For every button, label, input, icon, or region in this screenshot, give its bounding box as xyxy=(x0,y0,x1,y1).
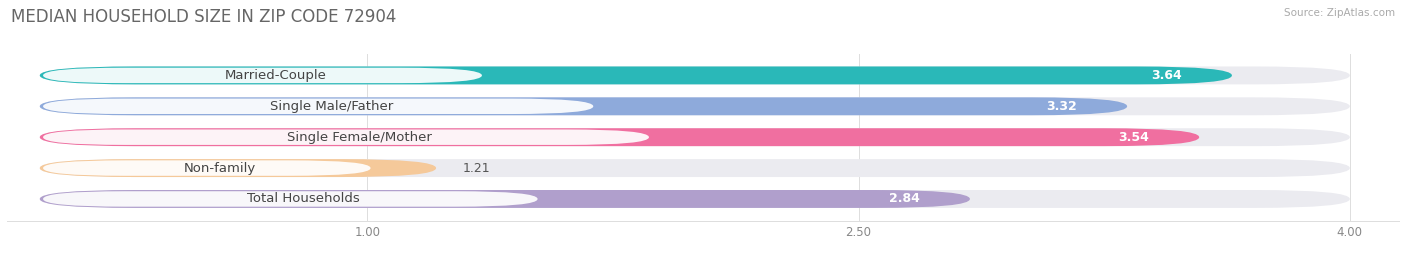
FancyBboxPatch shape xyxy=(39,159,436,177)
Text: 3.64: 3.64 xyxy=(1152,69,1182,82)
FancyBboxPatch shape xyxy=(44,191,537,207)
FancyBboxPatch shape xyxy=(39,66,1232,84)
FancyBboxPatch shape xyxy=(44,160,371,176)
FancyBboxPatch shape xyxy=(39,66,1350,84)
Text: 1.21: 1.21 xyxy=(463,162,489,175)
FancyBboxPatch shape xyxy=(39,190,1350,208)
FancyBboxPatch shape xyxy=(44,68,482,83)
FancyBboxPatch shape xyxy=(39,190,970,208)
Text: Married-Couple: Married-Couple xyxy=(225,69,326,82)
FancyBboxPatch shape xyxy=(44,129,650,145)
FancyBboxPatch shape xyxy=(44,98,593,114)
FancyBboxPatch shape xyxy=(39,97,1350,115)
Text: Non-family: Non-family xyxy=(184,162,256,175)
FancyBboxPatch shape xyxy=(39,128,1350,146)
FancyBboxPatch shape xyxy=(39,128,1199,146)
Text: 2.84: 2.84 xyxy=(889,192,920,206)
Text: MEDIAN HOUSEHOLD SIZE IN ZIP CODE 72904: MEDIAN HOUSEHOLD SIZE IN ZIP CODE 72904 xyxy=(11,8,396,26)
FancyBboxPatch shape xyxy=(39,159,1350,177)
FancyBboxPatch shape xyxy=(842,191,967,207)
Text: Source: ZipAtlas.com: Source: ZipAtlas.com xyxy=(1284,8,1395,18)
Text: 3.32: 3.32 xyxy=(1046,100,1077,113)
Text: 3.54: 3.54 xyxy=(1118,131,1149,144)
FancyBboxPatch shape xyxy=(39,97,1128,115)
FancyBboxPatch shape xyxy=(1104,68,1229,83)
Text: Total Households: Total Households xyxy=(247,192,360,206)
FancyBboxPatch shape xyxy=(1000,98,1123,114)
FancyBboxPatch shape xyxy=(1071,129,1197,145)
Text: Single Female/Mother: Single Female/Mother xyxy=(287,131,432,144)
Text: Single Male/Father: Single Male/Father xyxy=(270,100,392,113)
